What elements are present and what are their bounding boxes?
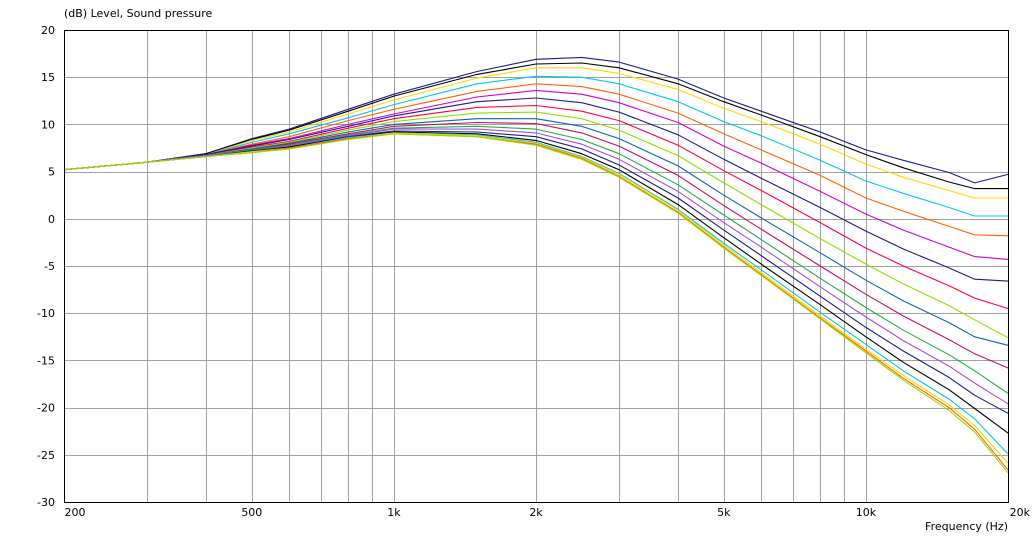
x-tick-label: 1k bbox=[387, 506, 401, 519]
y-tick-label: -20 bbox=[37, 402, 55, 415]
y-axis-label: (dB) Level, Sound pressure bbox=[64, 7, 213, 20]
grid-lines bbox=[64, 30, 1009, 503]
y-tick-label: -15 bbox=[37, 354, 55, 367]
y-tick-label: -10 bbox=[37, 307, 55, 320]
series-line-7 bbox=[63, 97, 1009, 282]
series-line-19 bbox=[63, 133, 1009, 474]
series-line-3 bbox=[63, 67, 1008, 199]
y-tick-label: 20 bbox=[41, 24, 55, 37]
y-tick-label: -30 bbox=[37, 496, 55, 509]
y-tick-label: 5 bbox=[48, 166, 55, 179]
x-tick-label: 20k bbox=[1010, 506, 1031, 519]
series-lines bbox=[63, 56, 1009, 474]
x-tick-label: 2k bbox=[529, 506, 543, 519]
series-line-1 bbox=[63, 56, 1009, 184]
series-line-2 bbox=[63, 62, 1008, 190]
series-line-9 bbox=[63, 111, 1009, 339]
y-tick-label: -5 bbox=[44, 260, 55, 273]
x-tick-label: 500 bbox=[241, 506, 262, 519]
x-tick-label: 10k bbox=[856, 506, 877, 519]
y-axis-ticks: 20 15 10 5 0 -5 -10 -15 -20 -25 -30 bbox=[37, 24, 55, 509]
y-tick-label: 10 bbox=[41, 118, 55, 131]
y-tick-label: -25 bbox=[37, 449, 55, 462]
x-axis-ticks: 200 500 1k 2k 5k 10k 20k bbox=[65, 506, 1031, 519]
y-tick-label: 15 bbox=[41, 71, 55, 84]
y-tick-label: 0 bbox=[48, 213, 55, 226]
x-tick-label: 5k bbox=[717, 506, 731, 519]
series-line-5 bbox=[63, 83, 1009, 237]
x-axis-label: Frequency (Hz) bbox=[925, 520, 1008, 533]
x-tick-label: 200 bbox=[65, 506, 86, 519]
series-line-17 bbox=[63, 132, 1009, 464]
series-line-8 bbox=[63, 104, 1009, 310]
series-line-12 bbox=[63, 125, 1009, 394]
plot-frame bbox=[64, 30, 1009, 503]
series-line-10 bbox=[63, 118, 1009, 346]
series-line-14 bbox=[63, 130, 1009, 414]
series-line-4 bbox=[63, 75, 1008, 217]
series-line-6 bbox=[63, 89, 1009, 260]
